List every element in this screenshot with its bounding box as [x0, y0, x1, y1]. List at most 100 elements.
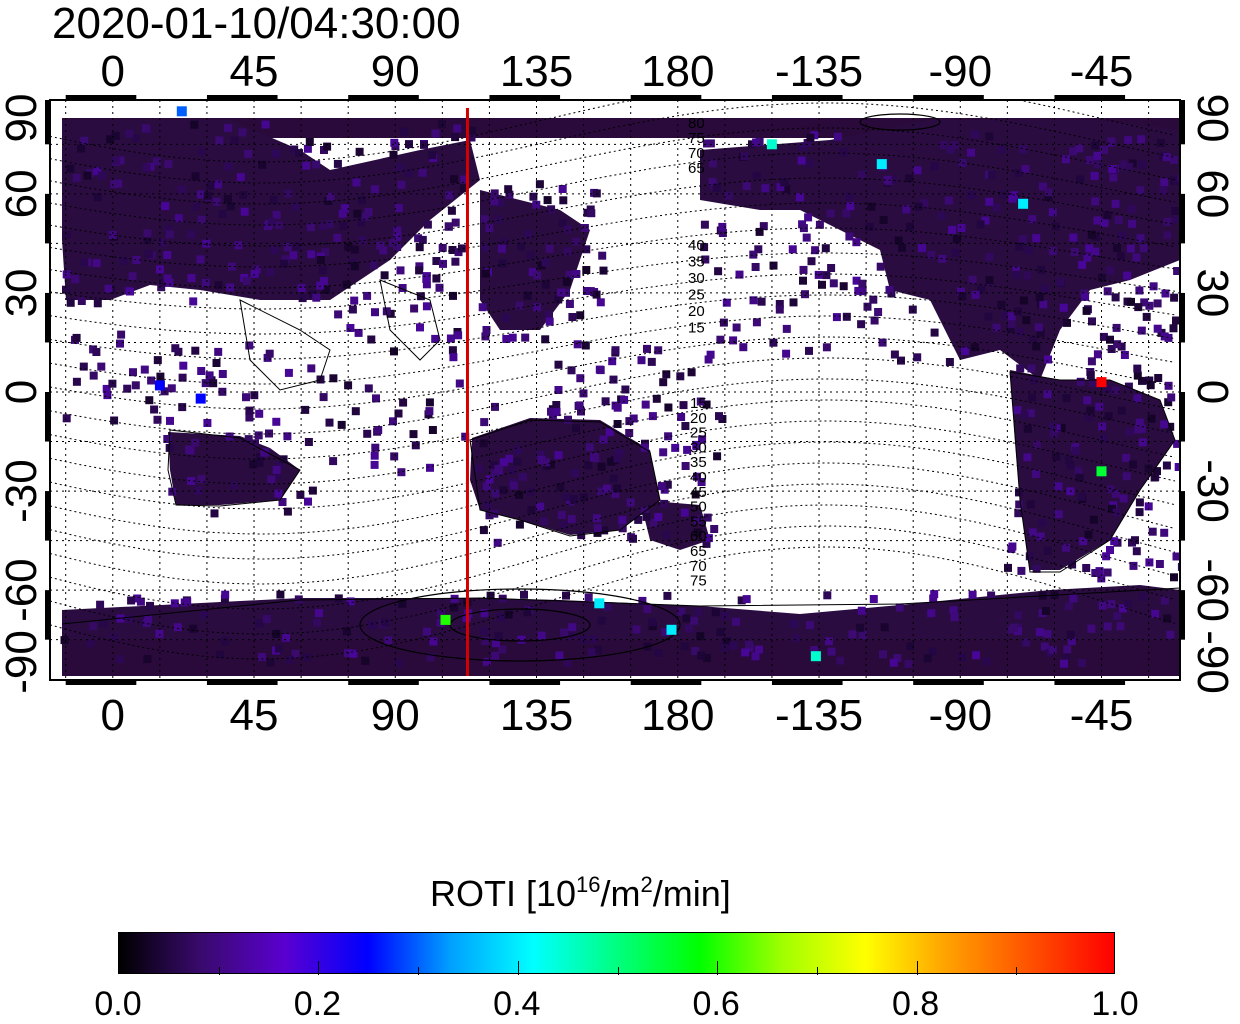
- roti-cell: [532, 200, 541, 209]
- roti-cell: [312, 293, 321, 302]
- roti-cell: [1006, 324, 1015, 333]
- roti-cell: [1170, 293, 1179, 302]
- grid-lines: [50, 100, 1180, 680]
- roti-cell: [410, 304, 419, 313]
- roti-cell: [691, 490, 700, 499]
- top-axis-bar: [1054, 95, 1126, 100]
- bottom-axis-bar: [630, 680, 702, 685]
- roti-cell: [876, 262, 885, 271]
- colorbar-tick: [816, 967, 818, 975]
- roti-cell: [949, 606, 958, 615]
- roti-cell: [1174, 463, 1180, 471]
- roti-cell: [1015, 327, 1024, 336]
- roti-cell: [297, 284, 306, 293]
- roti-cell: [250, 269, 259, 278]
- roti-cell: [147, 376, 156, 385]
- roti-cell: [1019, 296, 1028, 305]
- roti-cell: [596, 366, 605, 375]
- roti-cell: [1082, 306, 1091, 315]
- magnetic-contour: [50, 202, 1176, 268]
- roti-cell: [603, 484, 611, 493]
- roti-cell: [143, 229, 152, 238]
- roti-cell: [189, 297, 198, 306]
- roti-cell: [215, 136, 224, 145]
- roti-cell: [621, 385, 630, 394]
- roti-cell: [577, 531, 586, 540]
- roti-cell: [1136, 234, 1145, 243]
- roti-cell: [239, 191, 248, 200]
- contour-label: 20: [690, 410, 707, 427]
- roti-cell: [206, 182, 215, 190]
- roti-cell: [1112, 323, 1121, 332]
- roti-cell: [527, 506, 536, 514]
- colorbar-tick: [1016, 967, 1018, 975]
- roti-cell: [263, 222, 272, 231]
- roti-cell: [479, 439, 488, 448]
- roti-cell: [77, 144, 86, 153]
- roti-cell: [374, 426, 383, 434]
- roti-cell: [568, 313, 577, 321]
- roti-cell: [448, 246, 457, 254]
- roti-cell: [283, 507, 292, 516]
- roti-cell: [110, 416, 119, 425]
- roti-cell: [390, 347, 398, 356]
- roti-cell: [559, 196, 568, 205]
- roti-cell: [591, 454, 600, 462]
- roti-cell: [971, 130, 979, 139]
- roti-cell: [274, 489, 283, 498]
- top-axis-bar: [489, 95, 561, 100]
- roti-cell: [411, 441, 420, 450]
- roti-cell: [284, 189, 293, 198]
- roti-cell: [482, 482, 491, 491]
- roti-cell: [554, 451, 563, 460]
- roti-cell: [480, 627, 489, 636]
- roti-cell: [1149, 282, 1158, 291]
- bottom-axis-bar: [348, 680, 419, 685]
- roti-cell: [364, 384, 373, 393]
- roti-cell: [502, 335, 511, 343]
- roti-cell: [641, 439, 649, 448]
- bottom-axis-bar: [771, 680, 843, 685]
- roti-cell: [234, 241, 243, 250]
- roti-cell: [178, 403, 187, 412]
- roti-cell: [490, 197, 499, 206]
- roti-cell: [77, 297, 86, 305]
- roti-cell: [166, 416, 174, 425]
- roti-cell: [529, 192, 538, 201]
- contour-label: 20: [688, 303, 705, 320]
- magnetic-contour: [50, 483, 1176, 585]
- roti-cell: [1163, 217, 1172, 226]
- roti-cell: [301, 405, 310, 414]
- roti-cell: [1104, 412, 1113, 421]
- roti-cell: [1122, 472, 1131, 481]
- roti-cell: [197, 147, 206, 156]
- roti-cell: [92, 348, 101, 356]
- bottom-longitude-label: -135: [775, 691, 863, 740]
- roti-cell: [852, 276, 861, 285]
- roti-cell: [62, 414, 71, 423]
- contour-label: 25: [690, 425, 707, 442]
- roti-cell: [827, 647, 836, 656]
- roti-cell: [520, 590, 528, 599]
- roti-cell: [1131, 536, 1139, 545]
- roti-cell: [769, 338, 778, 347]
- roti-cell: [824, 637, 833, 646]
- magnetic-contour: [50, 294, 1176, 360]
- roti-cell: [270, 246, 279, 255]
- bottom-axis-bar: [206, 680, 278, 685]
- roti-cell: [888, 175, 897, 184]
- roti-cell: [905, 174, 914, 183]
- roti-cell: [950, 613, 959, 622]
- roti-cell: [447, 206, 456, 215]
- roti-cell: [295, 149, 303, 158]
- roti-cell: [1129, 460, 1137, 469]
- roti-cell: [581, 341, 590, 350]
- contour-label: 15: [688, 320, 705, 337]
- roti-cell: [1150, 473, 1159, 482]
- roti-cell: [490, 468, 499, 477]
- roti-cell: [103, 391, 112, 400]
- roti-cell: [348, 305, 357, 314]
- roti-cell: [576, 374, 585, 383]
- roti-cell: [710, 525, 719, 533]
- roti-cell: [380, 271, 389, 280]
